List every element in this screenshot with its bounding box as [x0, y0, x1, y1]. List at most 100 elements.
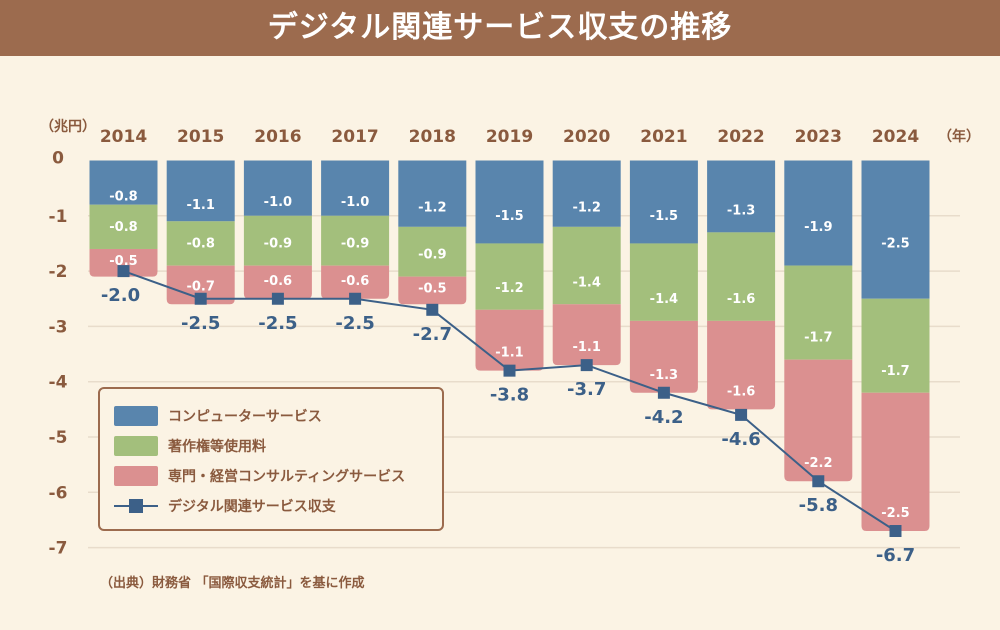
- data-label: -2.2: [804, 456, 832, 471]
- total-label: -2.0: [101, 285, 140, 306]
- data-label: -1.1: [572, 340, 600, 355]
- y-tick-label: 0: [52, 149, 64, 169]
- data-label: -1.3: [727, 203, 755, 218]
- data-label: -0.5: [109, 254, 137, 269]
- data-label: -1.9: [804, 220, 832, 235]
- total-label: -2.7: [413, 324, 452, 345]
- bar-segment: [475, 160, 544, 244]
- data-label: -1.4: [572, 275, 600, 290]
- bar-segment: [784, 160, 853, 266]
- total-label: -4.2: [644, 407, 683, 428]
- x-tick-label: 2020: [563, 127, 610, 147]
- y-tick-label: -2: [49, 262, 68, 282]
- bar-segment: [166, 265, 235, 305]
- data-label: -2.5: [881, 506, 909, 521]
- data-label: -1.4: [650, 292, 678, 307]
- x-tick-label: 2017: [331, 127, 378, 147]
- x-tick-label: 2023: [795, 127, 842, 147]
- bar-segment: [707, 160, 776, 233]
- bar-segment: [784, 265, 853, 360]
- data-label: -1.1: [495, 346, 523, 361]
- legend-label: 著作権等使用料: [168, 439, 266, 455]
- bar-segment: [552, 304, 621, 366]
- bar-segment: [707, 232, 776, 321]
- data-label: -0.8: [109, 190, 137, 205]
- data-label: -1.1: [186, 198, 214, 213]
- y-axis-unit: （兆円）: [40, 119, 96, 135]
- legend-swatch: [114, 406, 158, 426]
- line-marker: [194, 292, 207, 305]
- data-label: -0.7: [186, 279, 214, 294]
- legend-label: コンピューターサービス: [168, 409, 322, 425]
- legend-line-marker-icon: [114, 496, 158, 516]
- x-tick-label: 2024: [872, 127, 919, 147]
- bar-segment: [475, 243, 544, 310]
- data-label: -1.0: [264, 195, 292, 210]
- bar-segment: [166, 160, 235, 222]
- total-label: -3.7: [567, 379, 606, 400]
- legend-item: 著作権等使用料: [114, 431, 428, 461]
- bar-segment: [552, 226, 621, 305]
- legend-label: 専門・経営コンサルティングサービス: [168, 469, 406, 485]
- line-marker: [426, 303, 439, 316]
- bar-segment: [707, 320, 776, 410]
- data-label: -1.0: [341, 195, 369, 210]
- x-tick-label: 2022: [717, 127, 764, 147]
- bar-segment: [321, 160, 390, 216]
- legend-item: コンピューターサービス: [114, 401, 428, 431]
- data-label: -0.6: [264, 274, 292, 289]
- data-label: -0.5: [418, 282, 446, 297]
- data-label: -2.5: [881, 237, 909, 252]
- source-note: （出典）財務省 「国際収支統計」を基に作成: [100, 576, 365, 591]
- x-tick-label: 2014: [100, 127, 147, 147]
- bar-segment: [784, 359, 853, 482]
- legend-item: 専門・経営コンサルティングサービス: [114, 461, 428, 491]
- bar-segment: [321, 265, 390, 299]
- bar-segment: [398, 226, 467, 277]
- x-tick-label: 2019: [486, 127, 533, 147]
- bar-segment: [166, 221, 235, 266]
- bar-segment: [243, 160, 312, 216]
- total-label: -2.5: [181, 313, 220, 334]
- line-marker: [580, 359, 593, 372]
- line-marker: [349, 292, 362, 305]
- data-label: -0.8: [186, 237, 214, 252]
- bar-segment: [89, 204, 158, 249]
- line-marker: [735, 408, 748, 421]
- total-label: -4.6: [721, 429, 760, 450]
- data-label: -0.8: [109, 220, 137, 235]
- line-marker: [889, 525, 902, 538]
- line-marker: [657, 386, 670, 399]
- x-tick-label: 2021: [640, 127, 687, 147]
- data-label: -1.2: [572, 201, 600, 216]
- y-tick-label: -3: [49, 317, 68, 337]
- legend-item: デジタル関連サービス収支: [114, 491, 428, 521]
- bar-segment: [475, 309, 544, 371]
- bar-segment: [629, 320, 698, 393]
- bar-segment: [861, 298, 930, 393]
- data-label: -1.5: [495, 209, 523, 224]
- y-tick-label: -5: [49, 428, 68, 448]
- bar-segment: [398, 276, 467, 305]
- x-axis-unit: （年）: [938, 129, 980, 145]
- bar-segment: [89, 248, 158, 277]
- data-label: -1.6: [727, 292, 755, 307]
- y-tick-label: -6: [49, 483, 68, 503]
- data-label: -0.9: [341, 237, 369, 252]
- x-tick-label: 2018: [409, 127, 456, 147]
- bar-segment: [243, 265, 312, 299]
- bar-segment: [629, 243, 698, 321]
- data-label: -1.3: [650, 368, 678, 383]
- bar-segment: [398, 160, 467, 227]
- line-marker: [503, 364, 516, 377]
- bar-segment: [861, 160, 930, 299]
- y-tick-label: -4: [49, 373, 68, 393]
- bar-segment: [552, 160, 621, 227]
- total-label: -3.8: [490, 385, 529, 406]
- chart-title: デジタル関連サービス収支の推移: [0, 0, 1000, 56]
- y-tick-label: -7: [49, 539, 68, 559]
- data-label: -1.2: [418, 201, 446, 216]
- line-marker: [812, 475, 825, 488]
- data-label: -0.9: [264, 237, 292, 252]
- bar-segment: [243, 215, 312, 266]
